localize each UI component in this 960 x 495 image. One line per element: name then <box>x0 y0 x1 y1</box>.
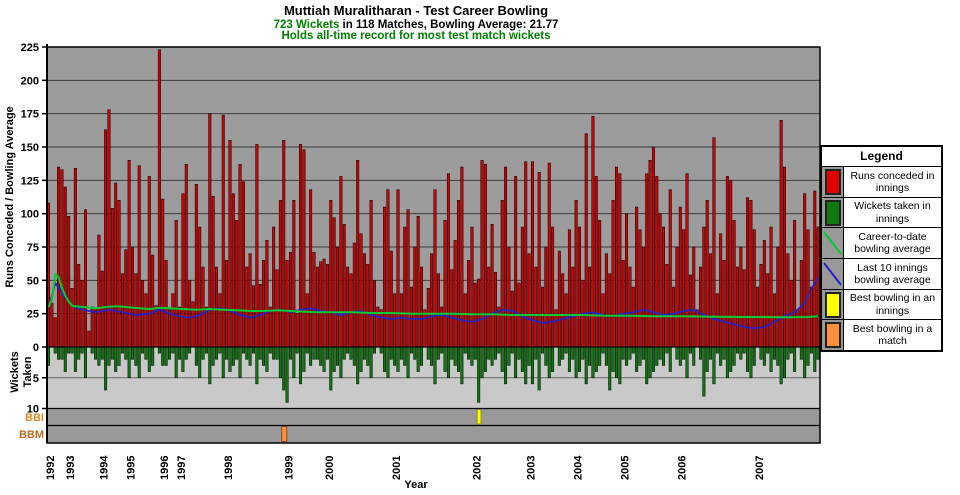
bbm-row-label: BBM <box>19 429 44 441</box>
career-average-line-icon <box>822 228 844 259</box>
svg-text:150: 150 <box>21 142 39 154</box>
legend-item-best-match: Best bowling in a match <box>822 320 941 351</box>
runs-swatch-icon <box>822 167 844 197</box>
svg-text:25: 25 <box>27 309 39 321</box>
legend-item-label: Last 10 innings bowling average <box>844 259 941 289</box>
last10-average-line-icon <box>822 259 844 289</box>
svg-text:2006: 2006 <box>677 456 689 480</box>
svg-text:125: 125 <box>21 175 39 187</box>
best-match-swatch-icon <box>822 320 844 351</box>
svg-text:2002: 2002 <box>472 456 484 480</box>
svg-text:100: 100 <box>21 209 39 221</box>
svg-text:175: 175 <box>21 109 39 121</box>
wickets-axis-title-line1: Wickets <box>9 351 21 392</box>
bbi-row-label: BBI <box>25 412 44 424</box>
subtitle-rest: in 118 Matches, Bowling Average: 21.77 <box>339 19 559 31</box>
chart-subtitle-record: Holds all-time record for most test matc… <box>281 30 551 42</box>
legend-item-label: Wickets taken in innings <box>844 197 941 228</box>
best-innings-swatch-icon <box>822 289 844 320</box>
svg-text:50: 50 <box>27 275 39 287</box>
wickets-axis-title-line2: Taken <box>22 356 34 387</box>
legend-item-wickets: Wickets taken in innings <box>822 197 941 229</box>
svg-text:1999: 1999 <box>283 456 295 480</box>
chart-subtitle: 723 Wickets in 118 Matches, Bowling Aver… <box>0 19 832 31</box>
svg-text:2001: 2001 <box>391 456 403 480</box>
svg-text:75: 75 <box>27 242 39 254</box>
legend: Legend Runs conceded in innings Wickets … <box>820 145 943 352</box>
svg-text:1994: 1994 <box>99 455 111 480</box>
y-axis-title: Runs Conceded / Bowling Average <box>4 106 16 287</box>
svg-text:1995: 1995 <box>126 456 138 480</box>
subtitle-wickets-highlight: 723 Wickets <box>273 19 340 31</box>
svg-text:2000: 2000 <box>324 456 336 480</box>
legend-item-career-average: Career-to-date bowling average <box>822 228 941 260</box>
legend-item-last10-average: Last 10 innings bowling average <box>822 259 941 290</box>
chart-title: Muttiah Muralitharan - Test Career Bowli… <box>283 3 549 18</box>
wickets-swatch-icon <box>822 197 844 228</box>
legend-title: Legend <box>822 147 941 167</box>
svg-text:0: 0 <box>33 342 39 354</box>
svg-text:1996: 1996 <box>159 456 171 480</box>
legend-item-runs: Runs conceded in innings <box>822 167 941 198</box>
svg-text:225: 225 <box>21 42 39 54</box>
svg-text:200: 200 <box>21 75 39 87</box>
legend-item-label: Runs conceded in innings <box>844 167 941 197</box>
svg-text:2005: 2005 <box>620 456 632 480</box>
svg-text:2007: 2007 <box>754 456 766 480</box>
svg-text:1992: 1992 <box>45 456 57 480</box>
svg-text:1993: 1993 <box>65 456 77 480</box>
svg-text:1998: 1998 <box>223 456 235 480</box>
svg-text:2004: 2004 <box>573 455 585 480</box>
legend-item-label: Best bowling in a match <box>844 320 941 351</box>
svg-text:10: 10 <box>27 404 39 416</box>
legend-item-label: Best bowling in an innings <box>844 289 941 320</box>
svg-text:5: 5 <box>33 373 39 385</box>
x-axis-title: Year <box>404 479 428 491</box>
legend-item-label: Career-to-date bowling average <box>844 228 941 259</box>
legend-item-best-innings: Best bowling in an innings <box>822 289 941 321</box>
svg-text:1997: 1997 <box>176 456 188 480</box>
svg-text:2003: 2003 <box>525 456 537 480</box>
